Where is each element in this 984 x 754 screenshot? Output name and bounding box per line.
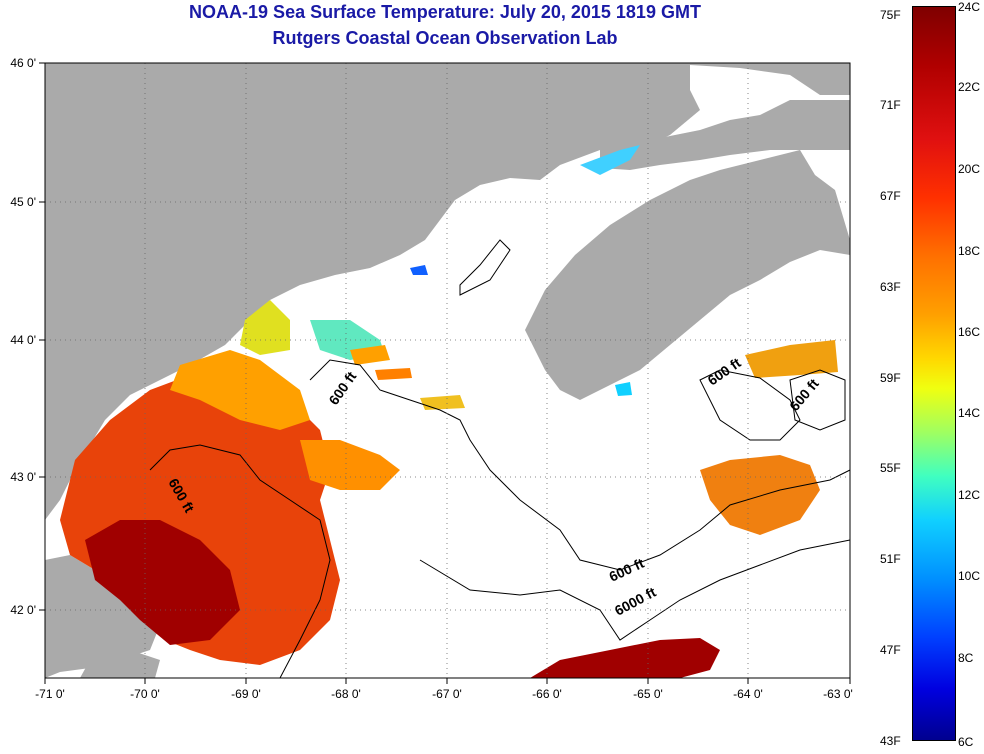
colorbar-c-label: 18C bbox=[958, 244, 981, 258]
colorbar-f-label: 43F bbox=[880, 734, 901, 748]
sst-map: -71 0' -70 0' -69 0' -68 0' -67 0' -66 0… bbox=[10, 56, 853, 701]
lon-label: -71 0' bbox=[35, 687, 65, 701]
colorbar-c-label: 8C bbox=[958, 651, 974, 665]
colorbar-c-label: 14C bbox=[958, 406, 981, 420]
colorbar-f-label: 51F bbox=[880, 552, 901, 566]
colorbar-f-label: 63F bbox=[880, 280, 901, 294]
colorbar-c-label: 20C bbox=[958, 162, 981, 176]
lat-label: 42 0' bbox=[10, 603, 36, 617]
map-title: NOAA-19 Sea Surface Temperature: July 20… bbox=[189, 2, 701, 22]
colorbar-c-label: 6C bbox=[958, 735, 974, 749]
lat-label: 46 0' bbox=[10, 56, 36, 70]
lon-label: -67 0' bbox=[432, 687, 462, 701]
depth-contours bbox=[149, 239, 851, 679]
colorbar-c-label: 10C bbox=[958, 569, 981, 583]
land bbox=[45, 63, 850, 678]
axis-ticks bbox=[39, 62, 851, 684]
lon-label: -66 0' bbox=[532, 687, 562, 701]
colorbar-f-label: 59F bbox=[880, 371, 901, 385]
lat-label: 44 0' bbox=[10, 333, 36, 347]
lon-label: -64 0' bbox=[733, 687, 763, 701]
lon-label: -70 0' bbox=[130, 687, 160, 701]
graticule bbox=[45, 63, 850, 678]
sst-data bbox=[60, 145, 838, 678]
colorbar-f-label: 71F bbox=[880, 98, 901, 112]
colorbar-c-label: 24C bbox=[958, 0, 981, 14]
lat-label: 43 0' bbox=[10, 470, 36, 484]
temperature-colorbar bbox=[912, 6, 956, 741]
lon-label: -65 0' bbox=[633, 687, 663, 701]
lon-label: -68 0' bbox=[331, 687, 361, 701]
colorbar-c-label: 16C bbox=[958, 325, 981, 339]
lon-label: -63 0' bbox=[823, 687, 853, 701]
colorbar-f-label: 47F bbox=[880, 643, 901, 657]
colorbar-c-label: 12C bbox=[958, 488, 981, 502]
map-subtitle: Rutgers Coastal Ocean Observation Lab bbox=[272, 28, 618, 48]
lon-label: -69 0' bbox=[231, 687, 261, 701]
colorbar-f-label: 55F bbox=[880, 461, 901, 475]
colorbar-f-label: 67F bbox=[880, 189, 901, 203]
colorbar-c-label: 22C bbox=[958, 80, 981, 94]
colorbar-f-label: 75F bbox=[880, 8, 901, 22]
lat-label: 45 0' bbox=[10, 195, 36, 209]
